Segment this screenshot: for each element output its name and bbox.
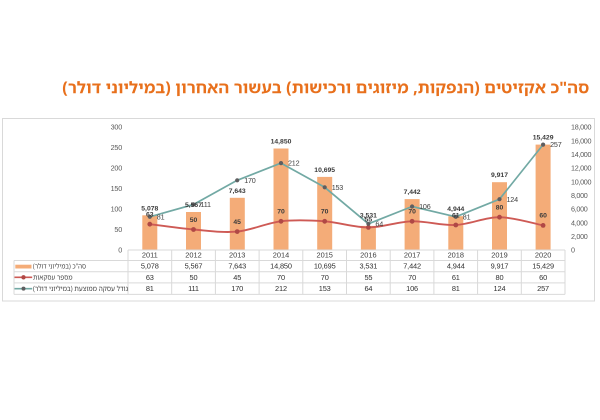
svg-text:2014: 2014 — [273, 251, 289, 260]
svg-text:55: 55 — [365, 216, 373, 223]
svg-text:5,567: 5,567 — [185, 202, 202, 209]
svg-text:170: 170 — [244, 176, 256, 185]
svg-text:70: 70 — [408, 273, 416, 282]
svg-text:2,000: 2,000 — [571, 232, 588, 241]
svg-text:16,000: 16,000 — [571, 136, 591, 145]
svg-text:9,917: 9,917 — [491, 172, 508, 179]
svg-text:60: 60 — [539, 213, 547, 220]
svg-text:14,850: 14,850 — [270, 262, 292, 271]
svg-text:63: 63 — [146, 273, 154, 282]
svg-text:2018: 2018 — [448, 251, 464, 260]
svg-text:212: 212 — [275, 284, 287, 293]
svg-text:55: 55 — [364, 273, 372, 282]
svg-text:10,695: 10,695 — [314, 262, 336, 271]
svg-text:80: 80 — [496, 205, 504, 212]
svg-text:2016: 2016 — [360, 251, 376, 260]
svg-text:14,850: 14,850 — [271, 139, 292, 146]
svg-text:15,429: 15,429 — [533, 135, 554, 142]
svg-text:250: 250 — [111, 143, 123, 152]
svg-text:2020: 2020 — [535, 251, 551, 260]
svg-text:153: 153 — [319, 284, 331, 293]
svg-text:14,000: 14,000 — [571, 150, 591, 159]
svg-text:2017: 2017 — [404, 251, 420, 260]
svg-text:10,695: 10,695 — [314, 167, 335, 174]
svg-text:4,000: 4,000 — [571, 218, 588, 227]
svg-text:7,442: 7,442 — [404, 189, 421, 196]
svg-text:170: 170 — [231, 284, 243, 293]
svg-text:15,429: 15,429 — [532, 262, 554, 271]
svg-text:64: 64 — [375, 219, 383, 228]
svg-text:2015: 2015 — [316, 251, 332, 260]
svg-text:12,000: 12,000 — [571, 164, 591, 173]
svg-text:3,531: 3,531 — [360, 213, 377, 220]
svg-text:3,531: 3,531 — [360, 262, 378, 271]
svg-text:70: 70 — [321, 209, 329, 216]
svg-text:300: 300 — [111, 123, 123, 132]
svg-text:111: 111 — [201, 200, 212, 209]
svg-text:61: 61 — [452, 212, 460, 219]
svg-text:2013: 2013 — [229, 251, 245, 260]
svg-text:2012: 2012 — [185, 251, 201, 260]
svg-text:257: 257 — [550, 140, 562, 149]
svg-text:63: 63 — [146, 212, 154, 219]
svg-text:0: 0 — [118, 246, 122, 255]
svg-text:4,944: 4,944 — [447, 206, 464, 213]
svg-text:70: 70 — [408, 209, 416, 216]
svg-text:60: 60 — [539, 273, 547, 282]
svg-text:9,917: 9,917 — [491, 262, 509, 271]
svg-text:81: 81 — [452, 284, 460, 293]
svg-text:111: 111 — [188, 284, 199, 293]
svg-text:70: 70 — [277, 209, 285, 216]
svg-text:150: 150 — [111, 184, 123, 193]
svg-text:124: 124 — [494, 284, 506, 293]
svg-text:50: 50 — [190, 273, 198, 282]
svg-text:2011: 2011 — [142, 251, 158, 260]
svg-text:5,567: 5,567 — [185, 262, 203, 271]
svg-text:70: 70 — [277, 273, 285, 282]
svg-text:61: 61 — [452, 273, 460, 282]
svg-text:153: 153 — [332, 183, 344, 192]
svg-text:10,000: 10,000 — [571, 177, 591, 186]
svg-text:200: 200 — [111, 164, 123, 173]
svg-text:80: 80 — [496, 273, 504, 282]
svg-text:100: 100 — [111, 205, 123, 214]
svg-text:81: 81 — [146, 284, 154, 293]
svg-text:70: 70 — [321, 273, 329, 282]
svg-text:106: 106 — [419, 202, 431, 211]
svg-text:45: 45 — [233, 273, 241, 282]
svg-text:7,643: 7,643 — [228, 262, 246, 271]
svg-text:45: 45 — [233, 219, 241, 226]
svg-text:2019: 2019 — [491, 251, 507, 260]
svg-text:7,442: 7,442 — [403, 262, 421, 271]
svg-text:81: 81 — [463, 212, 471, 221]
svg-text:212: 212 — [288, 159, 300, 168]
svg-text:257: 257 — [537, 284, 549, 293]
svg-text:7,643: 7,643 — [229, 188, 246, 195]
svg-text:6,000: 6,000 — [571, 205, 588, 214]
svg-text:18,000: 18,000 — [571, 123, 591, 132]
svg-text:50: 50 — [114, 225, 122, 234]
svg-text:64: 64 — [364, 284, 372, 293]
svg-text:5,078: 5,078 — [141, 205, 158, 212]
svg-text:0: 0 — [571, 246, 575, 255]
svg-text:106: 106 — [406, 284, 418, 293]
svg-text:124: 124 — [507, 195, 519, 204]
svg-text:8,000: 8,000 — [571, 191, 588, 200]
svg-text:5,078: 5,078 — [141, 262, 159, 271]
svg-text:81: 81 — [157, 212, 165, 221]
svg-text:4,944: 4,944 — [447, 262, 465, 271]
svg-text:50: 50 — [190, 217, 198, 224]
